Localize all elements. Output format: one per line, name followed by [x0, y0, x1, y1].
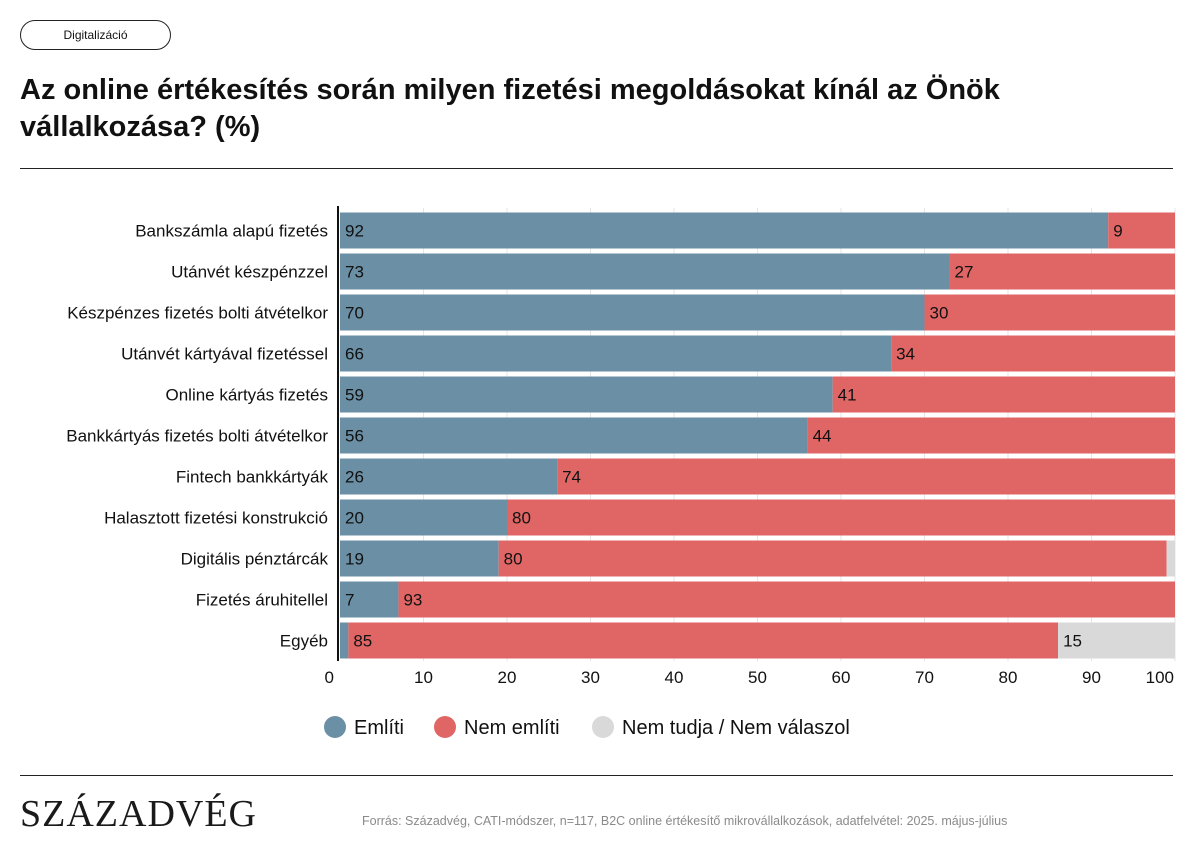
bar-segment	[807, 417, 1175, 454]
bar-segment	[1058, 622, 1175, 659]
bar-segment	[340, 212, 1109, 249]
bar-segment	[340, 622, 349, 659]
bar-segment	[340, 540, 499, 577]
bar-segment	[949, 253, 1175, 290]
data-label: 9	[1113, 222, 1122, 241]
bar-segment	[340, 376, 833, 413]
stacked-bar-chart: 0 10 20 30 40 50 60 70 80 90 100 Bankszámla alapú f…	[66, 206, 1176, 739]
category-label: Utánvét kártyával fizetéssel	[121, 345, 328, 364]
top-divider	[20, 168, 1173, 169]
data-label: 15	[1063, 632, 1082, 651]
category-label: Digitális pénztárcák	[181, 550, 329, 569]
data-label: 34	[896, 345, 915, 364]
bar-segment	[340, 253, 950, 290]
x-tick-label: 80	[999, 668, 1018, 687]
bar-segment	[1166, 540, 1175, 577]
legend-swatch	[434, 716, 456, 738]
bar-segment	[398, 581, 1175, 618]
bar-segment	[340, 458, 558, 495]
bar-segment	[340, 499, 507, 536]
bar-segment	[507, 499, 1175, 536]
category-label: Egyéb	[280, 632, 328, 651]
bottom-divider	[20, 775, 1173, 776]
bar-segment	[340, 581, 399, 618]
category-label: Készpénzes fizetés bolti átvételkor	[67, 304, 328, 323]
data-label: 85	[353, 632, 372, 651]
bar-segment	[340, 335, 892, 372]
data-label: 80	[504, 550, 523, 569]
bar-segment	[832, 376, 1175, 413]
category-label: Halasztott fizetési konstrukció	[104, 509, 328, 528]
data-label: 44	[813, 427, 832, 446]
bar-segment	[340, 417, 808, 454]
x-tick-label: 90	[1082, 668, 1101, 687]
legend-label: Nem tudja / Nem válaszol	[622, 717, 850, 739]
x-tick-label: 0	[325, 668, 334, 687]
category-label: Bankszámla alapú fizetés	[135, 222, 328, 241]
data-label: 56	[345, 427, 364, 446]
legend-label: Említi	[354, 717, 404, 739]
legend-label: Nem említi	[464, 717, 560, 739]
category-label: Utánvét készpénzzel	[171, 263, 328, 282]
x-tick-label: 50	[748, 668, 767, 687]
bar-segment	[340, 294, 925, 331]
x-tick-label: 30	[581, 668, 600, 687]
category-label: Online kártyás fizetés	[165, 386, 328, 405]
x-tick-label: 70	[915, 668, 934, 687]
bar-segment	[348, 622, 1059, 659]
x-tick-label: 20	[498, 668, 517, 687]
category-tag: Digitalizáció	[20, 20, 171, 50]
category-label: Fizetés áruhitellel	[196, 591, 328, 610]
data-label: 74	[562, 468, 581, 487]
data-label: 93	[403, 591, 422, 610]
data-label: 30	[930, 304, 949, 323]
chart-title: Az online értékesítés során milyen fizet…	[20, 74, 1000, 143]
data-label: 19	[345, 550, 364, 569]
data-label: 27	[955, 263, 974, 282]
data-label: 41	[838, 386, 857, 405]
category-label: Fintech bankkártyák	[176, 468, 329, 487]
legend-swatch	[324, 716, 346, 738]
data-label: 59	[345, 386, 364, 405]
data-label: 26	[345, 468, 364, 487]
bar-segment	[498, 540, 1167, 577]
data-label: 7	[345, 591, 354, 610]
bar-segment	[557, 458, 1175, 495]
x-tick-label: 40	[665, 668, 684, 687]
data-label: 92	[345, 222, 364, 241]
category-label: Bankkártyás fizetés bolti átvételkor	[66, 427, 328, 446]
legend-swatch	[592, 716, 614, 738]
brand-logo: SZÁZADVÉG	[20, 793, 257, 835]
data-label: 80	[512, 509, 531, 528]
bar-segment	[891, 335, 1175, 372]
x-tick-label: 10	[414, 668, 433, 687]
data-label: 70	[345, 304, 364, 323]
data-label: 66	[345, 345, 364, 364]
x-tick-label: 100	[1146, 668, 1174, 687]
x-tick-label: 60	[832, 668, 851, 687]
bar-segment	[1108, 212, 1175, 249]
bar-segment	[924, 294, 1175, 331]
source-note: Forrás: Századvég, CATI-módszer, n=117, …	[362, 814, 1008, 828]
data-label: 73	[345, 263, 364, 282]
data-label: 20	[345, 509, 364, 528]
